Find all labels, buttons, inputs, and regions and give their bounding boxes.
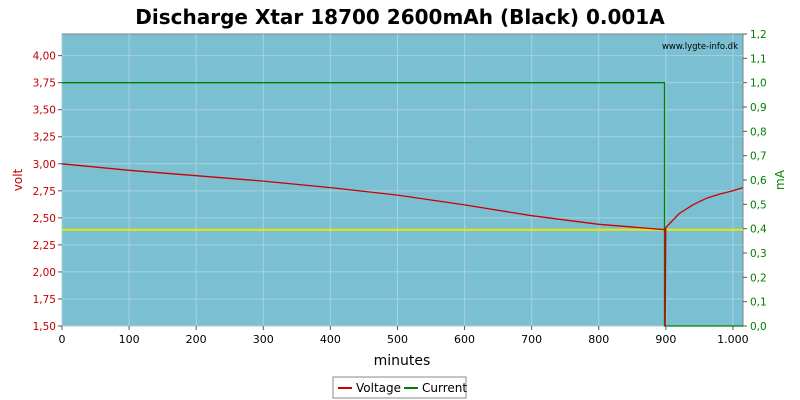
y-right-tick-label: 0,1 <box>750 297 767 309</box>
y-right-tick-label: 0,0 <box>750 321 767 333</box>
plot-area <box>61 33 744 327</box>
x-tick-label: 300 <box>253 333 274 346</box>
y-right-tick-label: 0,6 <box>750 175 767 187</box>
x-tick-label: 400 <box>320 333 341 346</box>
y-axis-right-label: mA <box>773 169 787 190</box>
watermark: www.lygte-info.dk <box>662 42 738 52</box>
x-tick-label: 200 <box>186 333 207 346</box>
x-tick-label: 700 <box>521 333 542 346</box>
y-right-tick-label: 0,7 <box>750 151 767 163</box>
axis-ticks: 0 100 200 300 400 500 600 700 800 900 1.000 1,50 1,7… <box>33 29 767 346</box>
y-left-tick-label: 4,00 <box>33 51 56 63</box>
y-left-tick-label: 3,75 <box>33 78 56 90</box>
y-left-tick-label: 3,25 <box>33 132 56 144</box>
y-right-tick-label: 1,1 <box>750 53 767 65</box>
y-left-tick-label: 1,50 <box>33 321 56 333</box>
x-tick-label: 0 <box>59 333 66 346</box>
y-axis-left-label: volt <box>11 168 25 191</box>
y-right-tick-label: 0,3 <box>750 248 767 260</box>
series-line-voltage <box>61 163 744 327</box>
y-left-tick-label: 2,50 <box>33 213 56 225</box>
y-right-tick-label: 1,0 <box>750 78 767 90</box>
series-line-current <box>62 82 743 327</box>
y-right-tick-label: 0,8 <box>750 126 767 138</box>
y-right-tick-label: 1,2 <box>750 29 767 41</box>
series-lines <box>61 82 744 327</box>
y-right-tick-label: 0,4 <box>750 224 767 236</box>
y-left-tick-label: 2,25 <box>33 240 56 252</box>
x-tick-label: 900 <box>655 333 676 346</box>
legend-current-label: Current <box>422 381 467 395</box>
chart-title: Discharge Xtar 18700 2600mAh (Black) 0.0… <box>135 5 665 29</box>
y-left-tick-label: 3,50 <box>33 105 56 117</box>
x-tick-label: 600 <box>454 333 475 346</box>
legend: Voltage Current <box>332 376 467 399</box>
y-right-tick-label: 0,2 <box>750 272 767 284</box>
y-right-tick-label: 0,9 <box>750 102 767 114</box>
y-left-tick-label: 2,75 <box>33 186 56 198</box>
x-tick-label: 100 <box>119 333 140 346</box>
y-left-tick-label: 2,00 <box>33 267 56 279</box>
legend-voltage-label: Voltage <box>356 381 401 395</box>
y-left-tick-label: 1,75 <box>33 294 56 306</box>
y-right-tick-label: 0,5 <box>750 199 767 211</box>
legend-box <box>332 376 467 399</box>
x-tick-label: 800 <box>588 333 609 346</box>
x-tick-label: 1.000 <box>717 333 749 346</box>
x-tick-label: 500 <box>387 333 408 346</box>
y-left-tick-label: 3,00 <box>33 159 56 171</box>
x-axis-label: minutes <box>374 353 431 369</box>
